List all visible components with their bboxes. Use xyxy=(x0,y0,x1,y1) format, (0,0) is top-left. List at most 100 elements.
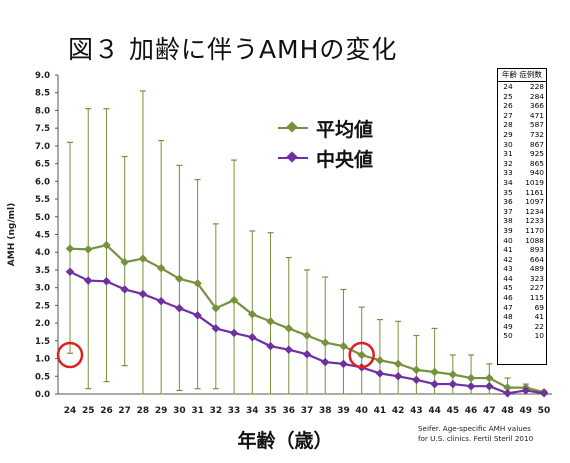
case-count-age: 42 xyxy=(503,254,513,264)
data-point-mean xyxy=(229,295,239,305)
data-point-median xyxy=(375,369,385,378)
x-tick-label: 48 xyxy=(501,406,514,416)
case-count-age: 46 xyxy=(503,293,513,303)
data-point-mean xyxy=(339,341,348,351)
data-point-mean xyxy=(211,303,221,313)
data-point-mean xyxy=(503,383,512,392)
data-point-median xyxy=(412,375,421,385)
data-point-median xyxy=(539,389,549,398)
highlight-circle xyxy=(348,341,375,369)
y-tick-label: 4.5 xyxy=(35,231,50,241)
case-count-row: 40 1088 xyxy=(498,236,546,246)
y-tick-label: 6.0 xyxy=(35,177,50,187)
case-count-row: 25 284 xyxy=(498,92,546,102)
highlight-circle xyxy=(56,341,84,369)
data-point-median xyxy=(65,267,75,276)
case-count-age: 47 xyxy=(503,302,513,312)
data-point-mean xyxy=(430,367,439,377)
case-count-row: 48 41 xyxy=(498,312,546,322)
legend-marker-median xyxy=(278,151,308,163)
figure-title: 図３ 加齢に伴うAMHの変化 xyxy=(68,35,398,64)
case-count-age: 45 xyxy=(503,283,513,293)
x-axis-label: 年齢（歳） xyxy=(237,429,332,452)
case-count-row: 28 587 xyxy=(498,120,546,130)
y-tick-label: 1.0 xyxy=(35,355,50,365)
y-tick-label: 0.5 xyxy=(35,372,50,382)
case-count-n: 1170 xyxy=(525,225,544,235)
x-tick-label: 44 xyxy=(428,406,441,416)
x-tick-label: 31 xyxy=(191,406,204,416)
case-count-age: 34 xyxy=(503,177,513,187)
case-count-n: 10 xyxy=(534,331,544,341)
case-count-row: 41 893 xyxy=(498,245,546,255)
data-point-median xyxy=(156,296,166,306)
x-tick-label: 42 xyxy=(392,406,405,416)
case-count-row: 49 22 xyxy=(498,322,546,332)
case-count-age: 24 xyxy=(503,82,513,91)
case-count-row: 50 10 xyxy=(498,331,546,341)
data-point-median xyxy=(83,276,93,285)
case-count-age: 32 xyxy=(503,158,513,168)
data-point-median xyxy=(466,381,476,391)
x-tick-label: 29 xyxy=(155,406,168,416)
data-point-median xyxy=(339,359,348,369)
data-point-mean xyxy=(65,244,75,253)
x-tick-label: 35 xyxy=(264,406,277,416)
data-point-mean xyxy=(357,350,366,360)
x-tick-label: 40 xyxy=(355,406,368,416)
case-count-n: 865 xyxy=(529,158,544,168)
case-count-n: 587 xyxy=(529,120,544,130)
x-tick-label: 26 xyxy=(100,406,113,416)
data-point-mean xyxy=(302,331,312,340)
data-point-mean xyxy=(156,263,166,273)
data-point-median xyxy=(485,381,494,391)
case-count-age: 27 xyxy=(503,110,513,120)
legend-marker-mean xyxy=(278,121,308,133)
data-point-median xyxy=(175,303,184,313)
data-point-mean xyxy=(193,279,202,288)
data-point-mean xyxy=(248,310,257,319)
case-count-row: 45 227 xyxy=(498,283,546,293)
x-tick-label: 49 xyxy=(520,406,533,416)
x-tick-label: 37 xyxy=(301,406,314,416)
case-count-n: 489 xyxy=(529,264,544,274)
data-point-mean xyxy=(393,359,403,369)
case-count-age: 38 xyxy=(503,216,513,226)
case-count-n: 664 xyxy=(529,254,544,264)
y-tick-label: 7.5 xyxy=(35,124,50,134)
case-count-age: 49 xyxy=(503,321,513,331)
case-count-age: 40 xyxy=(503,235,513,245)
case-count-row: 24 228 xyxy=(498,82,546,92)
data-point-median xyxy=(320,357,330,367)
x-tick-label: 34 xyxy=(246,406,259,416)
y-tick-label: 5.0 xyxy=(35,213,50,223)
case-count-n: 227 xyxy=(529,283,544,293)
y-tick-label: 8.5 xyxy=(35,89,50,99)
data-point-mean xyxy=(120,257,129,267)
x-tick-label: 24 xyxy=(64,406,77,416)
data-point-mean xyxy=(320,338,330,347)
data-point-median xyxy=(284,345,294,354)
case-count-row: 29 732 xyxy=(498,130,546,140)
x-tick-label: 38 xyxy=(319,406,332,416)
case-count-row: 32 865 xyxy=(498,159,546,169)
case-count-age: 44 xyxy=(503,273,513,283)
case-count-age: 50 xyxy=(503,331,513,341)
case-count-row: 42 664 xyxy=(498,255,546,265)
data-point-mean xyxy=(375,356,385,365)
data-point-median xyxy=(430,379,439,389)
chart-legend: 平均値 中央値 xyxy=(278,113,373,173)
case-count-n: 22 xyxy=(534,321,544,331)
data-point-mean xyxy=(102,240,111,250)
case-count-row: 36 1097 xyxy=(498,197,546,207)
case-count-age: 30 xyxy=(503,139,513,149)
y-tick-label: 6.5 xyxy=(35,160,50,170)
case-count-age: 29 xyxy=(503,129,513,139)
case-count-row: 47 69 xyxy=(498,303,546,313)
legend-label-median: 中央値 xyxy=(316,148,374,171)
y-tick-label: 8.0 xyxy=(35,106,50,116)
case-count-age: 36 xyxy=(503,197,513,207)
case-count-row: 30 867 xyxy=(498,140,546,150)
y-tick-label: 3.0 xyxy=(35,284,50,294)
